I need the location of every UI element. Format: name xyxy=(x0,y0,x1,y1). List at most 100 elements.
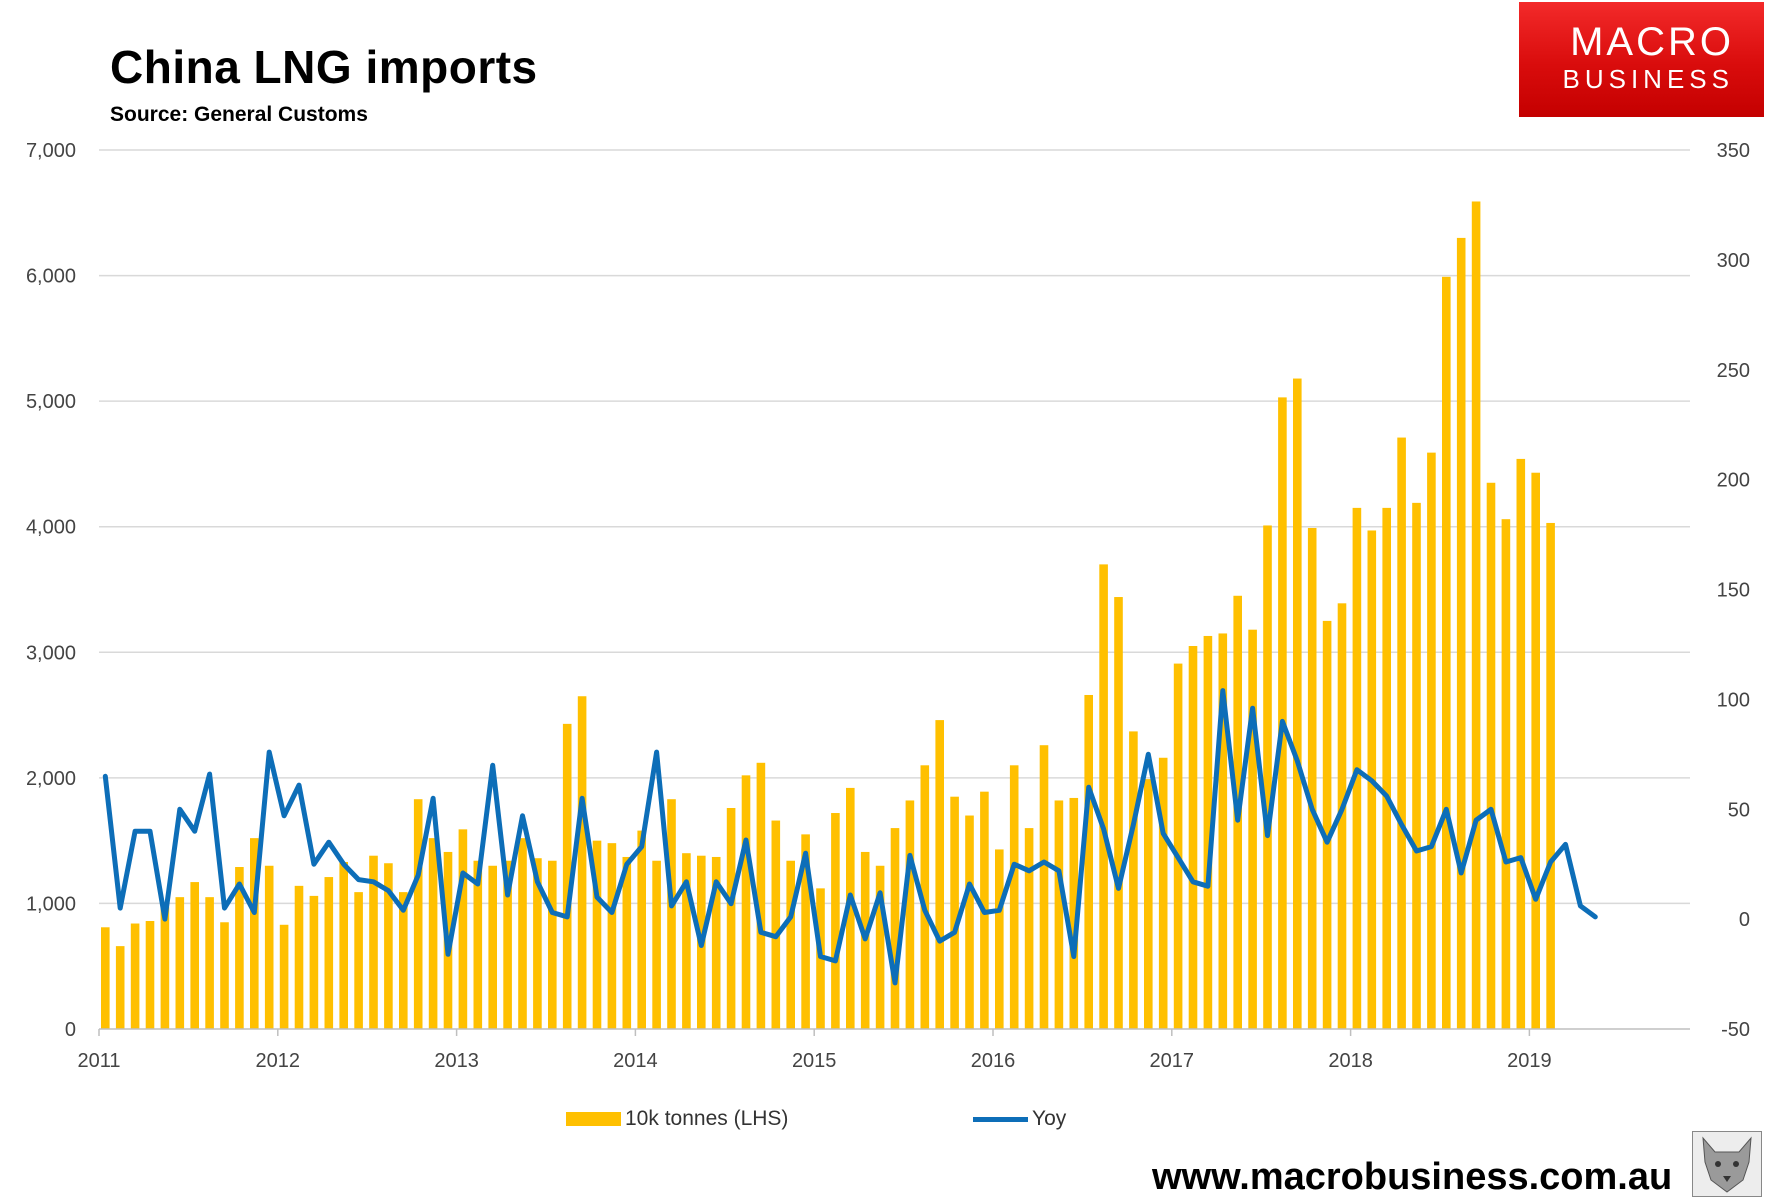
x-tick-label: 2013 xyxy=(434,1050,479,1072)
bar xyxy=(1099,564,1108,1029)
legend-label-bars: 10k tonnes (LHS) xyxy=(625,1107,789,1130)
y-left-tick-label: 6,000 xyxy=(26,266,76,288)
bar xyxy=(1248,629,1257,1029)
bar xyxy=(1531,472,1540,1029)
bar xyxy=(175,897,185,1029)
x-tick-label: 2019 xyxy=(1507,1050,1552,1072)
chart-subtitle: Source: General Customs xyxy=(110,103,368,126)
bar xyxy=(607,843,617,1029)
bar xyxy=(339,861,348,1029)
bar xyxy=(294,885,304,1029)
x-tick-label: 2014 xyxy=(613,1050,658,1072)
y-left-tick-label: 3,000 xyxy=(26,642,76,664)
bar xyxy=(1039,745,1049,1029)
bar xyxy=(741,775,751,1029)
bar xyxy=(533,858,542,1029)
bar xyxy=(905,800,915,1029)
bar xyxy=(846,787,855,1029)
y-axis-right: -50 0 50 100 150 200 250 300 350 xyxy=(1717,140,1750,1041)
bar xyxy=(130,923,140,1029)
bar xyxy=(1546,522,1555,1029)
bar xyxy=(384,863,393,1029)
bar xyxy=(488,865,497,1029)
bar xyxy=(1173,663,1183,1029)
bar xyxy=(279,924,289,1029)
bar xyxy=(1188,646,1198,1029)
bar xyxy=(711,856,721,1029)
x-tick-label: 2018 xyxy=(1328,1050,1373,1072)
bar xyxy=(101,927,110,1029)
bar xyxy=(1009,765,1019,1029)
bar xyxy=(726,807,736,1029)
bar xyxy=(1442,276,1451,1029)
bar xyxy=(428,838,438,1029)
y-right-tick-label: 300 xyxy=(1717,250,1750,272)
bar xyxy=(1397,437,1406,1029)
bar xyxy=(801,834,810,1029)
macrobusiness-logo: MACRO BUSINESS xyxy=(1519,2,1764,117)
bar xyxy=(637,830,646,1029)
bar xyxy=(264,865,274,1029)
bar xyxy=(950,796,959,1029)
bar xyxy=(622,856,632,1029)
chart-title: China LNG imports xyxy=(110,41,538,93)
bar xyxy=(115,946,125,1029)
bar xyxy=(1158,757,1168,1029)
bar xyxy=(548,860,557,1029)
bar xyxy=(473,860,483,1029)
bar xyxy=(786,860,795,1029)
y-left-tick-label: 1,000 xyxy=(26,893,76,915)
bar xyxy=(667,799,676,1029)
bar xyxy=(592,840,602,1029)
bar xyxy=(250,838,259,1029)
bar xyxy=(1218,633,1228,1029)
bar xyxy=(1456,237,1466,1029)
bar xyxy=(682,853,691,1029)
y-right-tick-label: 150 xyxy=(1717,580,1750,602)
yoy-line xyxy=(102,688,1598,986)
y-left-tick-label: 5,000 xyxy=(26,391,76,413)
legend-swatch-bar xyxy=(566,1112,621,1126)
x-tick-label: 2015 xyxy=(792,1050,837,1072)
bar xyxy=(309,895,319,1029)
bar xyxy=(1471,201,1481,1030)
bar xyxy=(1069,797,1079,1029)
bar xyxy=(1516,458,1526,1029)
bar xyxy=(458,829,468,1029)
bar xyxy=(1278,397,1287,1029)
x-tick-label: 2011 xyxy=(77,1050,120,1072)
bar xyxy=(1382,507,1391,1030)
wolf-icon xyxy=(1702,1136,1752,1193)
y-left-tick-label: 0 xyxy=(65,1019,76,1041)
y-left-tick-label: 4,000 xyxy=(26,517,76,539)
y-right-tick-label: 250 xyxy=(1717,360,1750,382)
bar xyxy=(1024,828,1034,1029)
gridlines xyxy=(99,149,1690,905)
y-right-tick-label: 350 xyxy=(1717,140,1750,162)
bar xyxy=(1412,502,1421,1029)
bar xyxy=(1307,527,1317,1029)
x-axis: 2011 2012 2013 2014 2015 2016 2017 2018 2019 xyxy=(77,1029,1552,1072)
bar xyxy=(562,723,572,1029)
bar xyxy=(1084,694,1093,1029)
x-tick-label: 2012 xyxy=(256,1050,301,1072)
bar xyxy=(1144,779,1153,1029)
logo-line-2: BUSINESS xyxy=(1562,64,1734,94)
bar xyxy=(235,867,244,1029)
bar xyxy=(518,838,527,1029)
bar xyxy=(756,762,766,1029)
bar xyxy=(831,813,840,1029)
bar-series xyxy=(101,201,1555,1030)
bar xyxy=(920,765,930,1029)
bar xyxy=(160,907,170,1029)
y-right-tick-label: 0 xyxy=(1739,909,1750,931)
y-left-tick-label: 7,000 xyxy=(26,140,76,162)
bar xyxy=(652,860,661,1029)
legend-swatch-line xyxy=(973,1116,1028,1122)
x-tick-label: 2016 xyxy=(971,1050,1016,1072)
bar xyxy=(413,799,423,1029)
y-right-tick-label: 200 xyxy=(1717,470,1750,492)
wolf-seal-icon xyxy=(1692,1131,1762,1197)
bar xyxy=(1427,452,1436,1029)
